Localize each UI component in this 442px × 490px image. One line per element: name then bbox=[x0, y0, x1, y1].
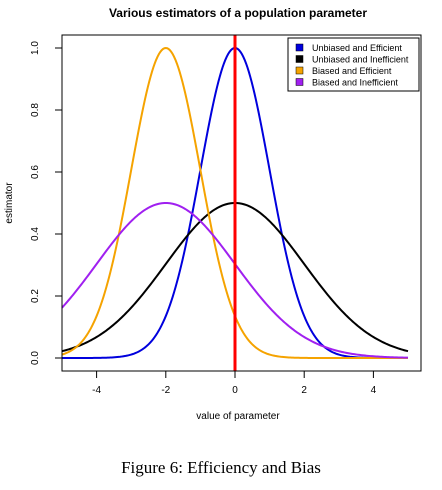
x-axis: -4 -2 0 2 4 bbox=[92, 371, 377, 396]
chart-title: Various estimators of a population param… bbox=[109, 6, 367, 20]
legend-swatch bbox=[295, 66, 304, 75]
x-tick-label: 2 bbox=[301, 385, 307, 396]
plot-area bbox=[61, 35, 409, 371]
legend-swatch bbox=[295, 43, 304, 52]
x-tick-label: 0 bbox=[232, 385, 238, 396]
chart: Various estimators of a population param… bbox=[4, 6, 422, 422]
y-axis-label: estimator bbox=[4, 182, 15, 224]
legend-box bbox=[287, 37, 420, 92]
legend-label: Biased and Inefficient bbox=[312, 78, 398, 88]
x-tick-label: 4 bbox=[371, 385, 377, 396]
legend-label: Biased and Efficient bbox=[312, 66, 392, 76]
figure-caption: Figure 6: Efficiency and Bias bbox=[121, 458, 321, 477]
y-axis: 0.0 0.2 0.4 0.6 0.8 1.0 bbox=[30, 41, 62, 365]
plot-frame bbox=[61, 34, 422, 372]
y-tick-label: 1.0 bbox=[30, 41, 41, 55]
x-tick-label: -4 bbox=[92, 385, 101, 396]
legend-label: Unbiased and Inefficient bbox=[312, 55, 409, 65]
x-axis-label: value of parameter bbox=[196, 411, 280, 422]
x-tick-label: -2 bbox=[161, 385, 170, 396]
legend: Unbiased and Efficient Unbiased and Ineff… bbox=[287, 37, 420, 92]
y-tick-label: 0.0 bbox=[30, 351, 41, 365]
y-tick-label: 0.8 bbox=[30, 103, 41, 117]
legend-swatch bbox=[295, 55, 304, 63]
y-tick-label: 0.6 bbox=[30, 165, 41, 179]
y-tick-label: 0.4 bbox=[30, 227, 41, 241]
legend-label: Unbiased and Efficient bbox=[312, 43, 402, 53]
y-tick-label: 0.2 bbox=[30, 289, 41, 303]
legend-swatch bbox=[295, 78, 304, 86]
